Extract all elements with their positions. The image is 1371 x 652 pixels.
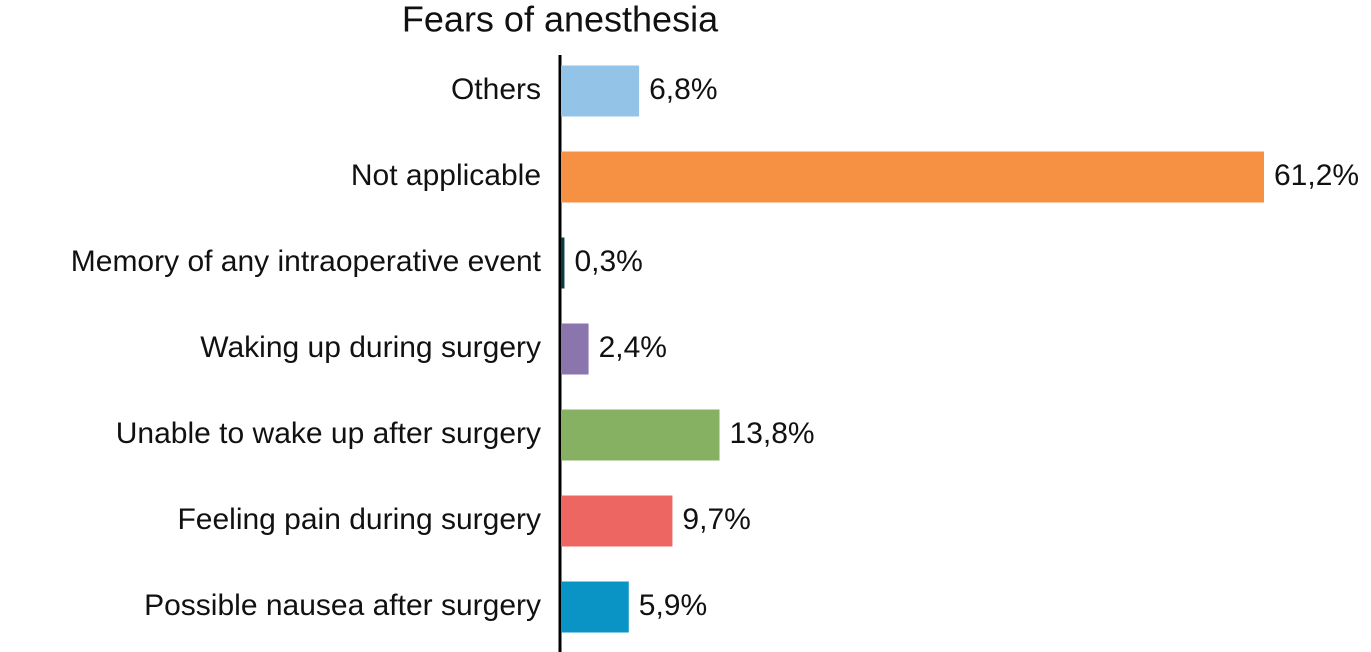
bar bbox=[561, 151, 1264, 203]
value-label: 9,7% bbox=[682, 503, 750, 536]
category-label: Memory of any intraoperative event bbox=[71, 245, 542, 278]
category-label: Not applicable bbox=[351, 159, 541, 192]
chart-title: Fears of anesthesia bbox=[402, 0, 719, 40]
bar bbox=[561, 237, 565, 289]
value-label: 61,2% bbox=[1274, 159, 1359, 192]
value-label: 13,8% bbox=[730, 417, 815, 450]
bar bbox=[561, 495, 673, 547]
category-label: Others bbox=[451, 73, 541, 106]
value-label: 6,8% bbox=[649, 73, 717, 106]
bar bbox=[561, 65, 640, 117]
bar bbox=[561, 581, 629, 633]
bar bbox=[561, 409, 720, 461]
category-label: Waking up during surgery bbox=[200, 331, 541, 364]
category-label: Unable to wake up after surgery bbox=[116, 417, 541, 450]
bar bbox=[561, 323, 589, 375]
value-label: 5,9% bbox=[639, 589, 707, 622]
category-label: Possible nausea after surgery bbox=[144, 589, 541, 622]
value-label: 2,4% bbox=[599, 331, 667, 364]
category-label: Feeling pain during surgery bbox=[177, 503, 541, 536]
value-label: 0,3% bbox=[574, 245, 642, 278]
